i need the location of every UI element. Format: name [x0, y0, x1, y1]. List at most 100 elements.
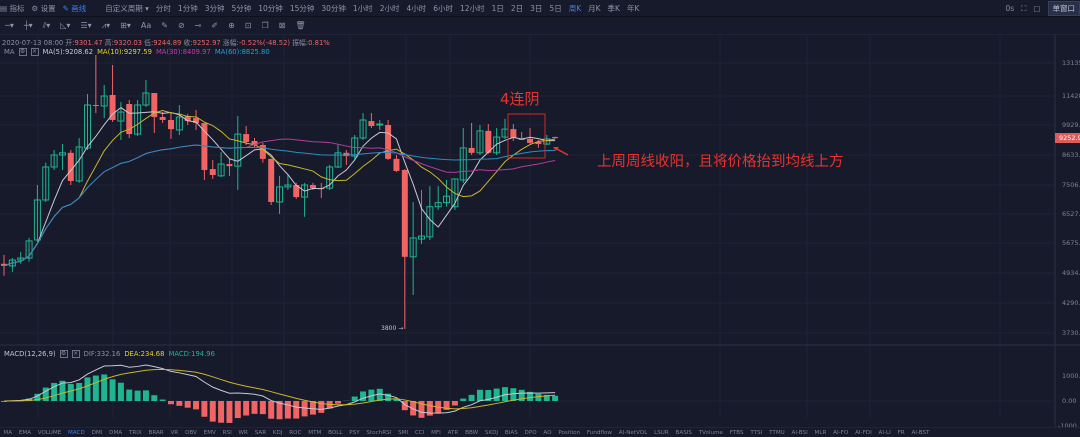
tab-basis[interactable]: BASIS	[675, 429, 692, 436]
period-分时[interactable]: 分时	[155, 3, 171, 13]
period-季K[interactable]: 季K	[607, 3, 620, 13]
period-30分钟[interactable]: 30分钟	[321, 3, 346, 13]
draw-tool-5[interactable]: ⩘▾	[101, 20, 111, 30]
period-6小时[interactable]: 6小时	[433, 3, 454, 13]
window-icon[interactable]: ▢	[1033, 4, 1041, 13]
period-周K[interactable]: 周K	[568, 3, 582, 13]
tab-ftbs[interactable]: FTBS	[729, 429, 744, 436]
draw-tool-14[interactable]: ❐	[261, 21, 269, 30]
period-年K[interactable]: 年K	[626, 3, 640, 13]
tab-ma[interactable]: MA	[3, 429, 13, 436]
high-value: 9320.03	[113, 39, 142, 47]
draw-tool-7[interactable]: Aa	[140, 21, 152, 30]
tab-boll[interactable]: BOLL	[328, 429, 343, 436]
period-12小时[interactable]: 12小时	[460, 3, 485, 13]
tab-stochrsi[interactable]: StochRSI	[366, 429, 392, 436]
period-3日[interactable]: 3日	[530, 3, 543, 13]
settings-button[interactable]: ⚙ 设置	[31, 3, 56, 13]
tab-ao[interactable]: AO	[543, 429, 552, 436]
tab-fr[interactable]: FR	[897, 429, 905, 436]
tab-ema[interactable]: EMA	[18, 429, 32, 436]
tab-dpo[interactable]: DPO	[524, 429, 537, 436]
tab-ai-netvol[interactable]: AI-NetVOL	[618, 429, 648, 436]
draw-tool-13[interactable]: ⊡	[244, 21, 252, 30]
single-window-button[interactable]: 单窗口	[1047, 1, 1080, 16]
tab-mlr[interactable]: MLR	[814, 429, 827, 436]
tab-obv[interactable]: OBV	[184, 429, 197, 436]
draw-tool-1[interactable]: ┼▾	[23, 21, 33, 30]
tab-skdj[interactable]: SKDJ	[484, 429, 499, 436]
close-icon[interactable]: ×	[30, 48, 39, 56]
draw-tool-2[interactable]: ⫽▾	[42, 20, 51, 30]
price-tick: 4290.	[1062, 299, 1080, 307]
period-5分钟[interactable]: 5分钟	[231, 3, 252, 13]
draw-tool-3[interactable]: ◺▾	[60, 21, 71, 30]
tab-ai-fo[interactable]: AI-FO	[833, 429, 849, 436]
tab-bias[interactable]: BIAS	[504, 429, 518, 436]
tab-ttmu[interactable]: TTMU	[769, 429, 785, 436]
draw-tool-8[interactable]: ✎	[161, 21, 168, 30]
period-1日[interactable]: 1日	[491, 3, 504, 13]
period-1分钟[interactable]: 1分钟	[177, 3, 198, 13]
period-10分钟[interactable]: 10分钟	[258, 3, 283, 13]
tab-emv[interactable]: EMV	[203, 429, 216, 436]
tab-volume[interactable]: VOLUME	[37, 429, 62, 436]
tab-psy[interactable]: PSY	[349, 429, 360, 436]
settings-icon[interactable]: ⚙	[59, 350, 68, 358]
tab-roc[interactable]: ROC	[289, 429, 302, 436]
period-1小时[interactable]: 1小时	[352, 3, 373, 13]
tab-wr[interactable]: WR	[238, 429, 248, 436]
close-icon[interactable]: ×	[71, 350, 80, 358]
period-2小时[interactable]: 2小时	[379, 3, 400, 13]
candle-body	[293, 184, 300, 198]
tab-atr[interactable]: ATR	[447, 429, 459, 436]
tab-ai-li[interactable]: AI-LI	[878, 429, 891, 436]
draw-tool-12[interactable]: ⊕	[228, 21, 235, 30]
period-4小时[interactable]: 4小时	[406, 3, 427, 13]
period-5日[interactable]: 5日	[549, 3, 562, 13]
tab-dmi[interactable]: DMI	[91, 429, 103, 436]
tab-vr[interactable]: VR	[170, 429, 179, 436]
draw-tool-16[interactable]: 🗑	[295, 21, 306, 30]
tab-ai-fdi[interactable]: AI-FDI	[855, 429, 872, 436]
tab-position[interactable]: Position	[558, 429, 581, 436]
period-15分钟[interactable]: 15分钟	[289, 3, 315, 13]
tab-macd[interactable]: MACD	[68, 429, 85, 436]
tab-trix[interactable]: TRIX	[128, 429, 142, 436]
tab-ai-bsi[interactable]: AI-BSI	[791, 429, 808, 436]
period-月K[interactable]: 月K	[588, 3, 601, 13]
draw-tool-11[interactable]: ✐	[211, 21, 219, 30]
macd-bar	[142, 390, 149, 401]
tab-mfi[interactable]: MFI	[431, 429, 441, 436]
custom-period-dropdown[interactable]: 自定义周期 ▾	[105, 3, 149, 13]
draw-tool-4[interactable]: ☰▾	[80, 21, 92, 30]
period-2日[interactable]: 2日	[510, 3, 524, 13]
fullscreen-icon[interactable]: ⛶	[1021, 3, 1027, 13]
tab-ttsi[interactable]: TTSI	[750, 429, 763, 436]
tab-bbw[interactable]: BBW	[465, 429, 479, 436]
timer: 0s	[1005, 4, 1015, 13]
settings-icon[interactable]: ⚙	[18, 48, 27, 56]
draw-button[interactable]: ✎ 画线	[62, 3, 87, 13]
draw-tool-9[interactable]: ⊘	[177, 21, 185, 30]
draw-tool-0[interactable]: ─▾	[5, 21, 14, 30]
tab-smi[interactable]: SMI	[398, 429, 409, 436]
draw-tool-6[interactable]: ⊞▾	[120, 21, 131, 30]
indicator-button[interactable]: ▤ 指标	[0, 3, 25, 13]
tab-brar[interactable]: BRAR	[148, 429, 164, 436]
macd-bar	[251, 401, 258, 414]
draw-tool-15[interactable]: ⊠	[278, 21, 286, 30]
tab-ai-bst[interactable]: AI-BST	[911, 429, 930, 436]
tab-kdj[interactable]: KDJ	[272, 429, 283, 436]
draw-tool-10[interactable]: ⊸	[194, 21, 202, 30]
tab-rsi[interactable]: RSI	[222, 429, 232, 436]
tab-sar[interactable]: SAR	[254, 429, 267, 436]
tab-tvolume[interactable]: TVolume	[698, 429, 723, 436]
period-3分钟[interactable]: 3分钟	[204, 3, 225, 13]
tab-lsur[interactable]: LSUR	[654, 429, 669, 436]
tab-fundflow[interactable]: Fundflow	[586, 429, 612, 436]
tab-dma[interactable]: DMA	[109, 429, 123, 436]
tab-mtm[interactable]: MTM	[308, 429, 322, 436]
tab-cci[interactable]: CCI	[414, 429, 425, 436]
